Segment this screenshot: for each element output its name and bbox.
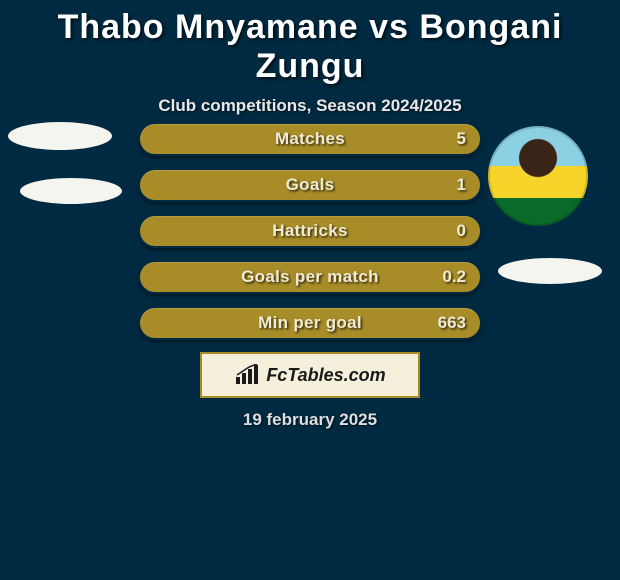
stat-value: 0 [457,216,466,246]
brand-badge[interactable]: FcTables.com [200,352,420,398]
stat-bar-goals: Goals 1 [138,168,482,202]
stat-value: 663 [438,308,466,338]
footer-date: 19 february 2025 [0,410,620,430]
stat-label: Goals per match [140,262,480,292]
player-right-avatar [488,126,588,226]
comparison-title: Thabo Mnyamane vs Bongani Zungu [0,0,620,86]
stat-bar-hattricks: Hattricks 0 [138,214,482,248]
stat-value: 0.2 [442,262,466,292]
player-left-shape-1 [8,122,112,150]
stat-label: Hattricks [140,216,480,246]
stat-bar-min-per-goal: Min per goal 663 [138,306,482,340]
stat-bar-goals-per-match: Goals per match 0.2 [138,260,482,294]
stat-label: Goals [140,170,480,200]
stat-value: 1 [457,170,466,200]
brand-text: FcTables.com [266,365,385,386]
stat-bars: Matches 5 Goals 1 Hattricks 0 Goals per … [138,122,482,352]
player-right-shape [498,258,602,284]
stat-value: 5 [457,124,466,154]
comparison-subtitle: Club competitions, Season 2024/2025 [0,96,620,116]
bar-chart-icon [234,364,260,386]
stat-bar-matches: Matches 5 [138,122,482,156]
stat-label: Matches [140,124,480,154]
player-left-shape-2 [20,178,122,204]
stat-label: Min per goal [140,308,480,338]
